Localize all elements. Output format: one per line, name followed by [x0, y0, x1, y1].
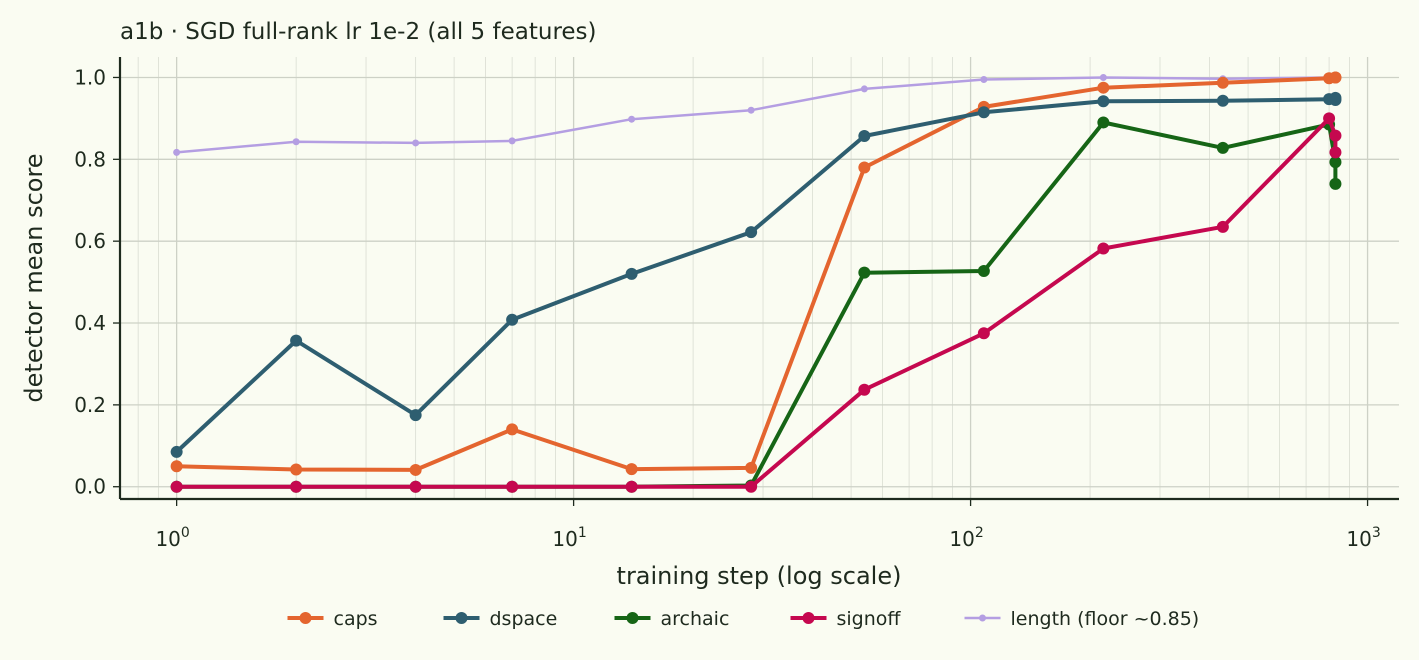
axes: 100 101 102 103 0.0 0.2 0.4 0.6 0.8 1.0 — [74, 57, 1399, 551]
data-point — [977, 106, 990, 119]
data-point — [292, 138, 300, 146]
series-caps — [170, 71, 1342, 476]
data-point — [506, 313, 519, 326]
data-point — [858, 266, 871, 279]
data-point — [747, 106, 755, 114]
data-point — [1216, 76, 1229, 89]
legend-swatch-marker — [455, 612, 468, 624]
series-line — [175, 76, 1337, 154]
legend-swatch-marker — [299, 612, 312, 624]
data-point — [1097, 95, 1110, 108]
y-tick-label: 0.2 — [74, 393, 106, 417]
x-tick-label: 100 — [155, 525, 189, 551]
data-point — [506, 480, 519, 493]
data-point — [1329, 177, 1342, 190]
x-axis-label: training step (log scale) — [617, 562, 902, 590]
series-line — [174, 95, 1338, 454]
data-point — [170, 460, 183, 473]
data-point — [977, 265, 990, 278]
data-point — [170, 445, 183, 458]
x-tick-label: 103 — [1346, 525, 1380, 551]
legend-item-signoff: signoff — [790, 608, 902, 630]
legend-label: dspace — [490, 608, 558, 630]
series-line — [174, 116, 1338, 489]
data-point — [290, 463, 303, 476]
chart-title: a1b · SGD full-rank lr 1e-2 (all 5 featu… — [120, 19, 597, 45]
data-point — [980, 76, 988, 84]
y-tick-label: 0.6 — [74, 229, 106, 253]
data-point — [1323, 112, 1336, 125]
data-point — [1097, 242, 1110, 255]
data-point — [977, 327, 990, 340]
series-line — [174, 75, 1338, 472]
data-point — [1329, 146, 1342, 159]
data-point — [745, 226, 758, 239]
series-signoff — [170, 112, 1342, 493]
series-archaic — [170, 116, 1342, 493]
data-point — [508, 137, 516, 145]
y-tick-label: 0.4 — [74, 311, 106, 335]
legend-swatch-marker — [979, 614, 986, 622]
legend-label: signoff — [837, 608, 902, 630]
data-point — [409, 480, 422, 493]
series-layer — [170, 71, 1342, 493]
data-point — [860, 85, 868, 93]
data-point — [625, 267, 638, 280]
y-tick-label: 1.0 — [74, 65, 106, 89]
data-point — [745, 461, 758, 474]
legend-item-dspace: dspace — [443, 608, 558, 630]
data-point — [409, 463, 422, 476]
data-point — [506, 423, 519, 436]
legend-item-archaic: archaic — [614, 608, 730, 630]
data-point — [858, 161, 871, 174]
legend-label: caps — [334, 608, 378, 630]
y-axis-label: detector mean score — [20, 153, 48, 402]
data-point — [745, 480, 758, 493]
y-tick-label: 0.8 — [74, 147, 106, 171]
data-point — [173, 148, 181, 156]
series-line — [174, 120, 1338, 489]
x-tick-label: 101 — [552, 525, 586, 551]
legend-label: length (floor ~0.85) — [1011, 608, 1200, 630]
legend-item-caps: caps — [287, 608, 378, 630]
data-point — [1097, 116, 1110, 129]
data-point — [1099, 73, 1107, 81]
x-tick-label: 102 — [949, 525, 983, 551]
data-point — [412, 139, 420, 147]
data-point — [1216, 94, 1229, 107]
data-point — [1097, 81, 1110, 94]
y-tick-label: 0.0 — [74, 475, 106, 499]
legend-item-length: length (floor ~0.85) — [964, 608, 1200, 630]
data-point — [1329, 71, 1342, 84]
data-point — [858, 129, 871, 142]
data-point — [290, 480, 303, 493]
data-point — [409, 409, 422, 422]
data-point — [1329, 129, 1342, 142]
data-point — [625, 480, 638, 493]
series-dspace — [170, 91, 1342, 458]
data-point — [1329, 93, 1342, 106]
legend-swatch-marker — [626, 612, 639, 624]
data-point — [290, 334, 303, 347]
grid — [120, 57, 1399, 499]
data-point — [1216, 141, 1229, 154]
data-point — [1329, 156, 1342, 169]
data-point — [170, 480, 183, 493]
legend-swatch-marker — [802, 612, 815, 624]
data-point — [1216, 220, 1229, 233]
legend: caps dspace archaic signoff length (floor ~0… — [287, 608, 1200, 630]
legend-label: archaic — [661, 608, 730, 630]
data-point — [858, 383, 871, 396]
data-point — [628, 115, 636, 123]
data-point — [625, 463, 638, 476]
